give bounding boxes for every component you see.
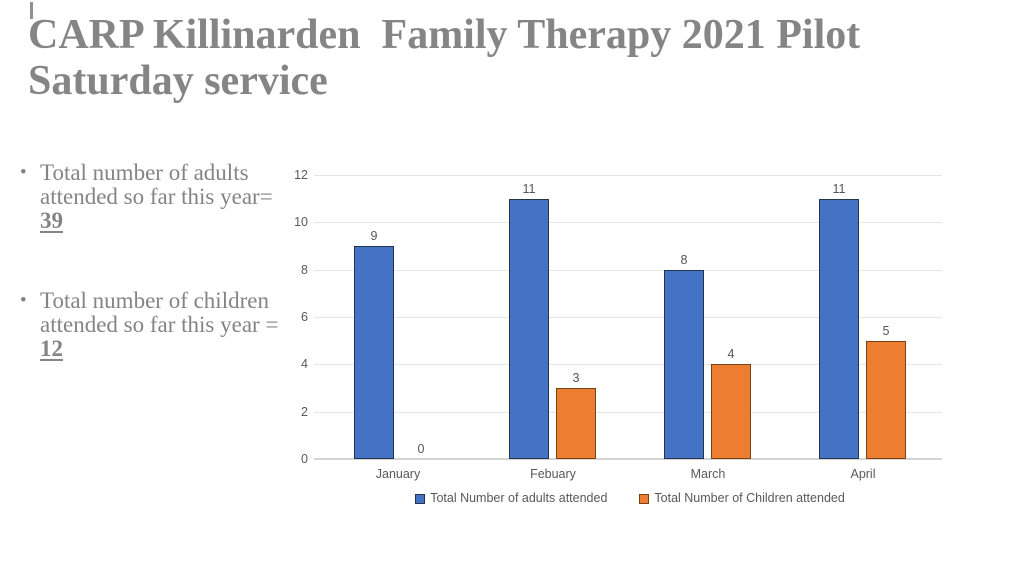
legend-entry-children: Total Number of Children attended: [639, 491, 845, 506]
bullet-marker: •: [20, 290, 27, 311]
bar-children-april: [866, 341, 906, 459]
legend-entry-adults: Total Number of adults attended: [415, 491, 607, 506]
bullet-children-total: • Total number of children attended so f…: [20, 289, 300, 361]
bar-adults-febuary: [509, 199, 549, 459]
bar-value-label: 3: [572, 371, 580, 385]
bar-value-label: 0: [417, 442, 425, 456]
bullet-adults-value: 39: [40, 208, 63, 233]
gridline: [314, 175, 942, 176]
x-axis-line: [314, 458, 942, 460]
slide-title-line2: Saturday service: [28, 58, 328, 104]
bar-value-label: 9: [370, 229, 378, 243]
bar-value-label: 11: [522, 182, 536, 196]
bar-children-febuary: [556, 388, 596, 459]
bar-adults-april: [819, 199, 859, 459]
y-axis-tick-label: 2: [301, 405, 308, 419]
bullet-children-line1: Total number of children: [40, 288, 269, 313]
x-axis-category-label: Febuary: [530, 467, 576, 481]
y-axis-tick-label: 6: [301, 310, 308, 324]
legend-label-adults: Total Number of adults attended: [430, 491, 608, 505]
bullet-adults-total: • Total number of adults attended so far…: [20, 161, 300, 233]
legend-swatch-children: [639, 493, 650, 504]
bar-value-label: 4: [727, 347, 735, 361]
x-axis-category-label: January: [375, 467, 421, 481]
bullet-adults-line1: Total number of adults: [40, 160, 249, 185]
y-axis-tick-label: 0: [301, 452, 308, 466]
y-axis-tick-label: 8: [301, 263, 308, 277]
stray-mark: [30, 2, 33, 19]
bullet-marker: •: [20, 162, 27, 183]
legend-swatch-adults: [415, 493, 426, 504]
slide-title-line1: CARP Killinarden Family Therapy 2021 Pil…: [28, 12, 861, 58]
bar-adults-january: [354, 246, 394, 459]
gridline: [314, 317, 942, 318]
y-axis-tick-label: 10: [294, 215, 308, 229]
bullet-adults-line2: attended so far this year=: [40, 184, 273, 209]
bar-children-march: [711, 364, 751, 459]
gridline: [314, 270, 942, 271]
slide-title: CARP Killinarden Family Therapy 2021 Pil…: [28, 12, 1008, 104]
x-axis-category-label: April: [850, 467, 876, 481]
x-axis-category-label: March: [690, 467, 726, 481]
gridline: [314, 412, 942, 413]
bar-value-label: 5: [882, 324, 890, 338]
bar-adults-march: [664, 270, 704, 459]
bar-value-label: 11: [832, 182, 846, 196]
bullet-children-line2: attended so far this year =: [40, 312, 279, 337]
y-axis-tick-label: 12: [294, 168, 308, 182]
y-axis-tick-label: 4: [301, 357, 308, 371]
bullet-children-value: 12: [40, 336, 63, 361]
chart-legend: Total Number of adults attended Total Num…: [320, 491, 940, 506]
gridline: [314, 364, 942, 365]
bar-value-label: 8: [680, 253, 688, 267]
legend-label-children: Total Number of Children attended: [654, 491, 845, 505]
gridline: [314, 222, 942, 223]
